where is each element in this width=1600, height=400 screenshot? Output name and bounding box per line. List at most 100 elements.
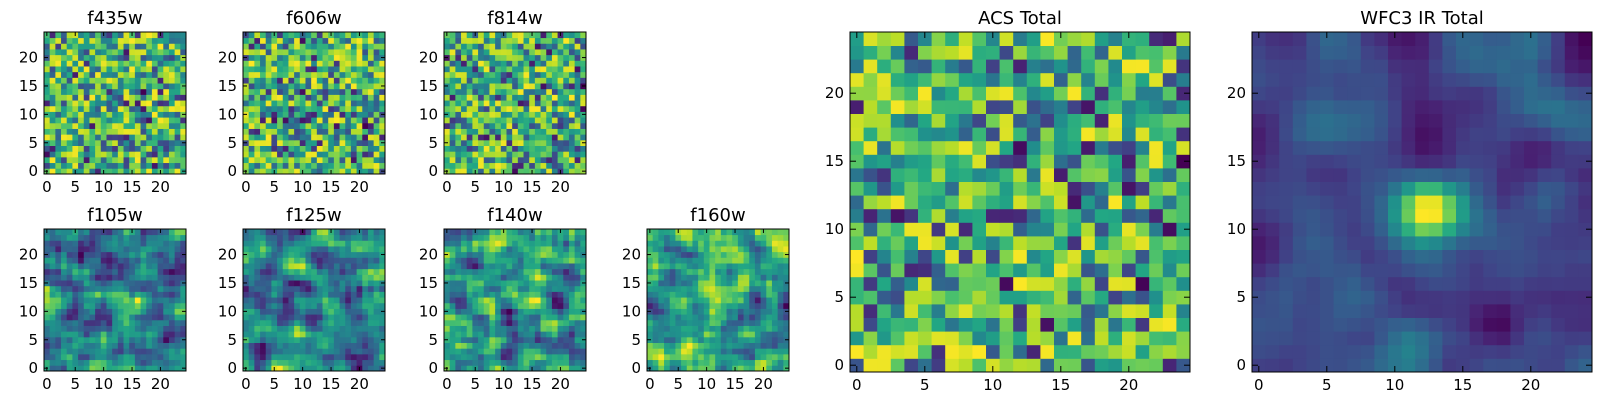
heatmap-cell xyxy=(455,60,462,67)
heatmap-cell xyxy=(277,100,284,107)
heatmap-cell xyxy=(373,111,380,118)
heatmap-cell xyxy=(675,336,682,343)
heatmap-cell xyxy=(316,263,323,270)
heatmap-cell xyxy=(311,151,318,158)
heatmap-cell xyxy=(373,139,380,146)
heatmap-cell xyxy=(163,168,170,175)
heatmap-cell xyxy=(580,263,587,270)
heatmap-cell xyxy=(78,240,85,247)
heatmap-cell xyxy=(568,240,576,247)
heatmap-cell xyxy=(675,234,682,241)
heatmap-cell xyxy=(783,319,790,326)
heatmap-cell xyxy=(652,365,659,372)
heatmap-cell xyxy=(850,276,864,291)
heatmap-cell xyxy=(168,325,176,332)
heatmap-cell xyxy=(345,43,352,50)
heatmap-cell xyxy=(112,359,119,366)
heatmap-cell xyxy=(83,94,90,101)
heatmap-cell xyxy=(299,257,306,264)
x-tick-label: 5 xyxy=(269,375,279,393)
heatmap-cell xyxy=(523,268,530,275)
heatmap-cell xyxy=(78,246,85,253)
heatmap-cell xyxy=(551,251,558,258)
y-tick-label: 0 xyxy=(227,162,237,180)
heatmap-cell xyxy=(472,251,479,258)
heatmap-cell xyxy=(523,88,530,95)
heatmap-cell xyxy=(254,128,261,135)
heatmap-cell xyxy=(489,32,496,39)
heatmap-cell xyxy=(112,117,119,124)
heatmap-cell xyxy=(652,319,659,326)
heatmap-cell xyxy=(1108,249,1123,264)
heatmap-cell xyxy=(681,285,688,292)
x-tick-label: 10 xyxy=(293,375,312,393)
heatmap-cell xyxy=(305,83,312,90)
heatmap-cell xyxy=(658,234,665,241)
heatmap-cell xyxy=(500,342,507,349)
heatmap-cell xyxy=(271,66,278,73)
heatmap-cell xyxy=(72,325,79,332)
heatmap-cell xyxy=(288,240,295,247)
heatmap-cell xyxy=(373,122,380,129)
heatmap-cell xyxy=(72,54,79,61)
heatmap-cell xyxy=(512,257,519,264)
heatmap-cell xyxy=(449,54,456,61)
heatmap-cell xyxy=(367,60,375,67)
heatmap-cell xyxy=(709,342,716,349)
heatmap-cell xyxy=(294,302,301,309)
heatmap-cell xyxy=(89,49,96,56)
heatmap-cell xyxy=(574,60,581,67)
heatmap-cell xyxy=(168,291,176,298)
heatmap-cell xyxy=(732,325,739,332)
heatmap-cell xyxy=(163,246,170,253)
heatmap-cell xyxy=(83,365,90,372)
x-tick-label: 10 xyxy=(697,375,716,393)
heatmap-cell xyxy=(89,105,96,112)
heatmap-cell xyxy=(362,100,369,107)
heatmap-cell xyxy=(972,154,987,169)
heatmap-cell xyxy=(168,37,176,44)
heatmap-cell xyxy=(350,66,357,73)
heatmap-cell xyxy=(339,134,346,141)
heatmap-cell xyxy=(248,336,255,343)
heatmap-cell xyxy=(367,162,375,169)
heatmap-cell xyxy=(557,151,564,158)
heatmap-cell xyxy=(345,348,352,355)
heatmap-cell xyxy=(117,240,124,247)
heatmap-cell xyxy=(350,263,357,270)
heatmap-cell xyxy=(140,263,147,270)
heatmap-cell xyxy=(146,314,153,321)
heatmap-cell xyxy=(288,54,295,61)
heatmap-cell xyxy=(760,336,767,343)
heatmap-cell xyxy=(72,331,79,338)
heatmap-cell xyxy=(146,359,153,366)
heatmap-cell xyxy=(506,105,513,112)
heatmap-cell xyxy=(254,139,261,146)
heatmap-cell xyxy=(495,66,502,73)
heatmap-cell xyxy=(495,117,502,124)
heatmap-cell xyxy=(551,359,558,366)
heatmap-cell xyxy=(66,348,73,355)
heatmap-cell xyxy=(49,229,56,236)
heatmap-cell xyxy=(512,348,519,355)
heatmap-cell xyxy=(243,94,250,101)
heatmap-cell xyxy=(305,297,312,304)
heatmap-cell xyxy=(715,229,722,236)
heatmap-cell xyxy=(100,151,107,158)
heatmap-cell xyxy=(66,331,73,338)
heatmap-cell xyxy=(658,229,665,236)
heatmap-cell xyxy=(117,342,124,349)
heatmap-cell xyxy=(78,229,85,236)
heatmap-cell xyxy=(356,302,363,309)
heatmap-cell xyxy=(123,308,130,315)
heatmap-cell xyxy=(89,94,96,101)
heatmap-cell xyxy=(294,139,301,146)
heatmap-cell xyxy=(692,274,699,281)
heatmap-cell xyxy=(66,234,73,241)
heatmap-cell xyxy=(55,134,62,141)
heatmap-cell xyxy=(316,268,323,275)
heatmap-cell xyxy=(134,285,141,292)
heatmap-cell xyxy=(243,359,250,366)
heatmap-cell xyxy=(444,122,451,129)
heatmap-cell xyxy=(500,246,507,253)
